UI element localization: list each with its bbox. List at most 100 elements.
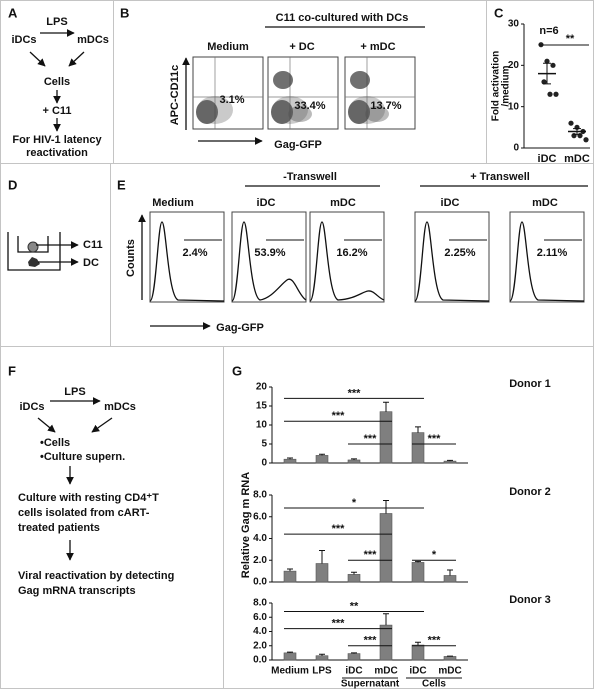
percent-label: 3.1%	[219, 94, 244, 106]
bar	[347, 653, 361, 661]
significance: *	[432, 549, 437, 561]
stimulus: LPS	[64, 386, 85, 398]
y-tick-label: 0	[513, 143, 519, 154]
y-tick-label: 10	[256, 420, 268, 431]
header: + Transwell	[470, 171, 530, 183]
y-tick-label: 10	[508, 101, 520, 112]
label: C11	[83, 239, 103, 251]
condition: + mDC	[360, 41, 395, 53]
x-tick-label: mDC	[564, 153, 590, 165]
significance: ***	[364, 635, 378, 647]
x-tick-label: iDC	[345, 666, 362, 677]
error-bar	[319, 653, 325, 656]
item: •Culture supern.	[40, 451, 125, 463]
density	[348, 100, 370, 124]
density	[350, 71, 370, 89]
y-tick-label: 20	[508, 60, 520, 71]
condition: + DC	[289, 41, 314, 53]
node: mDCs	[104, 401, 136, 413]
condition: iDC	[441, 197, 460, 209]
density	[197, 96, 233, 124]
panel-b: B C11 co-cultured with DCs Medium + DC +…	[120, 5, 425, 151]
density	[288, 106, 312, 122]
error-bar	[415, 641, 421, 646]
histograms: Medium 2.4% iDC 53.9% mDC 16.2% iDC 2.25% mDC 2.1…	[149, 197, 585, 303]
x-tick-label: mDC	[438, 666, 461, 677]
c11-cell	[27, 241, 39, 253]
condition: Medium	[152, 197, 194, 209]
histogram-curve	[509, 221, 585, 302]
bar	[283, 652, 297, 661]
panel-c: C 0 10 20 30 Fold activation/medium iDC mDC ** n…	[491, 5, 590, 165]
error-bar	[351, 458, 357, 460]
x-tick-label: LPS	[312, 666, 332, 677]
x-tick-label: Medium	[271, 666, 309, 677]
bar	[347, 574, 361, 583]
header: -Transwell	[283, 171, 337, 183]
panel-e: E -Transwell + Transwell Medium 2.4% iDC 53…	[117, 171, 588, 334]
percent-label: 2.4%	[182, 247, 207, 259]
bar	[411, 644, 425, 661]
error-bar	[383, 613, 389, 626]
subplot-title: Donor 3	[509, 594, 551, 606]
bar	[443, 656, 457, 661]
condition: Medium	[207, 41, 249, 53]
y-tick-label: 0.0	[253, 577, 267, 588]
y-tick-label: 0.0	[253, 655, 267, 666]
significance: **	[350, 600, 359, 612]
y-tick-label: 4.0	[253, 533, 267, 544]
error-bar	[383, 499, 389, 514]
significance: ***	[332, 410, 346, 422]
histogram-curve	[309, 221, 385, 302]
histogram-curve	[231, 221, 307, 302]
y-axis-label: Counts	[125, 239, 137, 277]
panel-label: C	[494, 5, 504, 20]
plot-frame	[149, 211, 225, 303]
bar	[411, 562, 425, 583]
node: mDCs	[77, 34, 109, 46]
group-label: Cells	[422, 679, 446, 689]
histogram-curve	[149, 221, 225, 302]
error-bar	[415, 426, 421, 433]
error-bar	[447, 459, 453, 462]
significance: ***	[428, 635, 442, 647]
significance: ***	[348, 387, 362, 399]
density	[272, 96, 308, 124]
node: + C11	[42, 105, 71, 117]
outcome: reactivation	[26, 147, 88, 159]
y-tick-label: 30	[508, 19, 520, 30]
error-bar	[543, 62, 551, 85]
y-tick-label: 8.0	[253, 490, 267, 501]
error-bar	[415, 560, 421, 563]
arrow	[29, 51, 46, 67]
bar	[379, 513, 393, 583]
panel-f: F LPS iDCs mDCs •Cells •Culture supern. …	[8, 363, 174, 596]
arrow	[37, 417, 56, 433]
panel-d: D C11 DC	[7, 177, 103, 271]
bar	[443, 575, 457, 583]
percent-label: 2.25%	[444, 247, 475, 259]
x-tick-label: iDC	[538, 153, 557, 165]
y-tick-label: 6.0	[253, 612, 267, 623]
density	[196, 100, 218, 124]
y-tick-label: 4.0	[253, 626, 267, 637]
step: Gag mRNA transcripts	[18, 585, 136, 597]
flow-plots	[192, 56, 416, 130]
percent-label: 2.11%	[537, 247, 568, 259]
error-bar	[319, 453, 325, 456]
data-point	[568, 120, 574, 126]
percent-label: 16.2%	[336, 247, 367, 259]
y-tick-label: 8.0	[253, 598, 267, 609]
arrow	[68, 51, 85, 67]
plot-frame	[509, 211, 585, 303]
density	[273, 71, 293, 89]
y-tick-label: 15	[256, 401, 268, 412]
significance: ***	[428, 433, 442, 445]
node: iDCs	[11, 34, 36, 46]
condition: iDC	[257, 197, 276, 209]
x-axis-label: Gag-GFP	[216, 322, 264, 334]
error-bar	[351, 571, 357, 575]
y-tick-label: 2.0	[253, 640, 267, 651]
data-point	[571, 133, 577, 139]
